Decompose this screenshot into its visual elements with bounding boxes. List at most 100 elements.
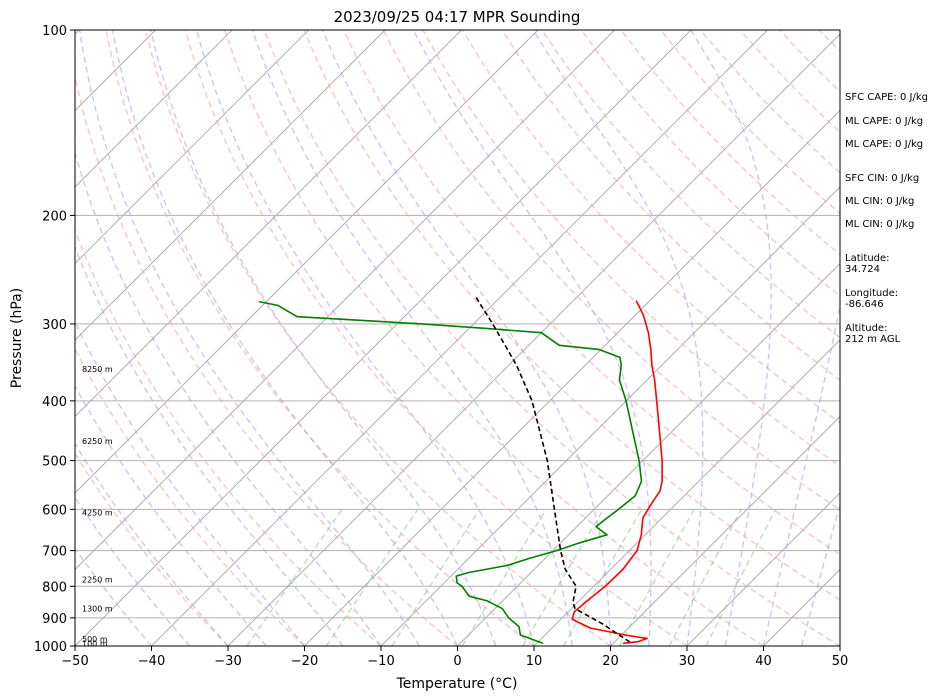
moist-adiabat xyxy=(251,30,573,646)
moist-adiabat xyxy=(75,384,267,646)
dry-adiabat xyxy=(580,30,840,297)
sfc-cin-text: SFC CIN: 0 J/kg xyxy=(845,173,920,184)
ml-cape-text-2: ML CAPE: 0 J/kg xyxy=(845,139,924,150)
mixing-ratio-line xyxy=(391,508,481,646)
dry-adiabat xyxy=(75,347,305,646)
isotherm-line xyxy=(75,30,309,265)
moist-adiabat xyxy=(532,30,704,646)
dewpoint-line xyxy=(258,300,643,645)
x-tick-label: −40 xyxy=(138,654,165,669)
isotherm-line xyxy=(610,415,840,646)
height-label: 4250 m xyxy=(82,508,113,517)
moist-adiabat xyxy=(75,442,229,646)
x-tick-label: −20 xyxy=(291,654,318,669)
height-label: 2250 m xyxy=(82,576,113,585)
dry-adiabat xyxy=(75,73,458,646)
height-label: 8250 m xyxy=(82,365,113,374)
y-tick-label: 600 xyxy=(42,503,67,518)
mixing-ratio-line xyxy=(325,508,419,646)
isotherm-line xyxy=(75,30,462,418)
moist-adiabat xyxy=(75,245,344,646)
mixing-ratio-line xyxy=(562,508,643,646)
x-axis-ticks: −50 −40 −30 −20 −10 0 10 20 30 40 50 xyxy=(61,646,848,669)
isotherm-line xyxy=(75,30,233,188)
dry-adiabat xyxy=(224,30,764,646)
dry-adiabat xyxy=(342,30,840,556)
moist-adiabat xyxy=(79,30,420,646)
dry-adiabat xyxy=(382,30,840,511)
mixing-ratio-line xyxy=(246,508,343,646)
isotherm-line xyxy=(380,186,840,646)
height-label: 6250 m xyxy=(82,437,113,446)
moist-adiabat xyxy=(412,30,652,646)
parcel-line xyxy=(474,295,631,643)
mixing-ratio-line xyxy=(618,508,695,646)
height-label: 1300 m xyxy=(82,604,113,613)
height-label: 100 m xyxy=(82,639,108,648)
moist-adiabat xyxy=(75,150,382,646)
y-axis-ticks: 1000 900 800 700 600 500 400 300 200 100 xyxy=(34,24,75,655)
series-layer xyxy=(258,295,663,645)
x-tick-label: −50 xyxy=(61,654,88,669)
dry-adiabat xyxy=(184,30,688,646)
x-tick-label: 40 xyxy=(755,654,772,669)
x-tick-label: 50 xyxy=(832,654,849,669)
y-tick-label: 200 xyxy=(42,209,67,224)
y-tick-label: 100 xyxy=(42,24,67,39)
dry-adiabat xyxy=(105,30,535,646)
longitude-text: Longitude: -86.646 xyxy=(845,288,899,310)
y-tick-label: 500 xyxy=(42,455,67,470)
temperature-line xyxy=(571,300,663,645)
isotherm-line xyxy=(533,339,840,646)
moist-adiabat xyxy=(111,30,459,646)
x-tick-label: 10 xyxy=(526,654,543,669)
y-tick-label: 700 xyxy=(42,545,67,560)
mixing-ratio-line xyxy=(522,508,605,646)
mixing-ratio-line xyxy=(705,508,777,646)
isotherm-line xyxy=(304,109,840,646)
dry-adiabat xyxy=(144,30,611,646)
x-tick-label: −10 xyxy=(367,654,394,669)
moist-adiabat xyxy=(195,30,535,646)
moist-adiabat xyxy=(690,30,772,646)
x-axis-label: Temperature (°C) xyxy=(396,676,518,692)
plot-frame xyxy=(74,29,841,647)
dry-adiabat xyxy=(263,30,840,646)
isotherm-line xyxy=(457,262,840,646)
isotherm-line xyxy=(75,30,386,341)
ml-cin-text: ML CIN: 0 J/kg xyxy=(845,196,915,207)
altitude-text: Altitude: 212 m AGL xyxy=(845,323,901,345)
moist-adiabat xyxy=(762,301,840,646)
x-tick-label: 30 xyxy=(679,654,696,669)
y-tick-label: 1000 xyxy=(34,640,67,655)
moist-adiabat xyxy=(322,30,612,646)
y-tick-label: 400 xyxy=(42,395,67,410)
x-tick-label: −30 xyxy=(214,654,241,669)
moist-adiabat xyxy=(801,502,840,646)
ml-cin-text-2: ML CIN: 0 J/kg xyxy=(845,219,915,230)
moist-adiabat xyxy=(75,496,191,646)
x-tick-label: 20 xyxy=(602,654,619,669)
isotherm-line xyxy=(686,492,840,646)
mixing-ratio-line xyxy=(668,508,742,646)
isotherm-line xyxy=(151,30,768,646)
y-axis-label: Pressure (hPa) xyxy=(9,288,25,388)
dry-adiabat xyxy=(422,30,840,467)
isotherm-line xyxy=(75,30,615,571)
isotherm-line xyxy=(0,30,3,646)
chart-title: 2023/09/25 04:17 MPR Sounding xyxy=(334,8,581,26)
moist-adiabat xyxy=(150,30,497,646)
isotherm-line xyxy=(75,30,692,646)
latitude-text: Latitude: 34.724 xyxy=(845,253,890,275)
y-tick-label: 900 xyxy=(42,612,67,627)
y-tick-label: 800 xyxy=(42,580,67,595)
y-tick-label: 300 xyxy=(42,318,67,333)
x-tick-label: 0 xyxy=(453,654,461,669)
dry-adiabat xyxy=(75,228,382,646)
isotherm-line xyxy=(227,33,840,646)
background-lines xyxy=(0,30,840,646)
isotherm-line xyxy=(75,30,539,494)
sfc-cape-text: SFC CAPE: 0 J/kg xyxy=(845,92,928,103)
